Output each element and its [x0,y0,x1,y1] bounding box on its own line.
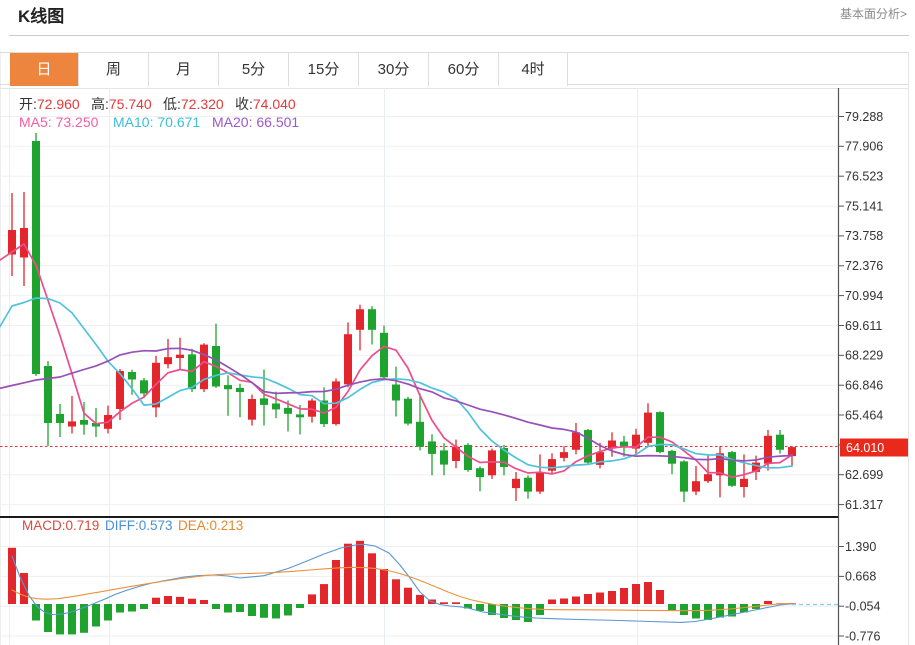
svg-text:64.010: 64.010 [846,441,884,455]
svg-text:69.611: 69.611 [845,319,882,333]
svg-text:79.288: 79.288 [845,110,883,124]
svg-text:77.906: 77.906 [845,140,883,154]
svg-text:0.668: 0.668 [845,570,876,584]
svg-text:70.994: 70.994 [845,289,883,303]
svg-text:-0.054: -0.054 [845,600,880,614]
svg-text:73.758: 73.758 [845,229,883,243]
svg-text:66.846: 66.846 [845,379,883,393]
svg-text:68.229: 68.229 [845,349,883,363]
svg-text:76.523: 76.523 [845,170,883,184]
svg-text:-0.776: -0.776 [845,629,880,643]
svg-text:61.317: 61.317 [845,498,883,512]
svg-text:75.141: 75.141 [845,199,883,213]
svg-text:1.390: 1.390 [845,540,876,554]
svg-text:72.376: 72.376 [845,259,883,273]
svg-text:65.464: 65.464 [845,408,883,422]
svg-text:62.699: 62.699 [845,468,883,482]
